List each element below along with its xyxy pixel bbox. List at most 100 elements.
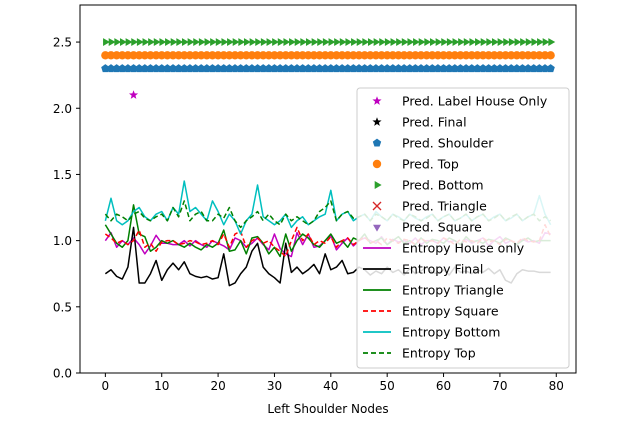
data-point bbox=[159, 38, 167, 47]
data-point bbox=[450, 64, 459, 73]
legend-label: Pred. Bottom bbox=[402, 178, 484, 193]
data-point bbox=[247, 64, 257, 73]
data-point bbox=[399, 64, 409, 73]
legend-item-pred-square: Pred. Square bbox=[373, 220, 482, 235]
data-point bbox=[501, 64, 510, 73]
legend-label: Pred. Triangle bbox=[402, 199, 487, 214]
data-point bbox=[266, 38, 274, 47]
data-point bbox=[180, 64, 189, 73]
data-point bbox=[456, 64, 465, 73]
x-tick-label: 10 bbox=[154, 379, 169, 393]
data-point bbox=[435, 38, 443, 47]
data-point bbox=[503, 38, 511, 47]
data-point bbox=[461, 64, 471, 73]
data-point bbox=[123, 64, 133, 73]
legend-item-pred-triangle: Pred. Triangle bbox=[372, 199, 487, 214]
data-point bbox=[473, 64, 482, 73]
data-point bbox=[445, 64, 454, 73]
data-point bbox=[332, 64, 341, 73]
data-point bbox=[264, 64, 273, 73]
legend: Pred. Label House Only Pred. Final Pred. S… bbox=[356, 87, 570, 369]
legend-label: Pred. Label House Only bbox=[402, 94, 548, 109]
data-point bbox=[236, 64, 245, 73]
data-point bbox=[112, 64, 121, 73]
data-point bbox=[396, 38, 404, 47]
data-point bbox=[136, 38, 144, 47]
legend-item-pred-label-house-only: Pred. Label House Only bbox=[372, 94, 548, 109]
data-point bbox=[535, 64, 544, 73]
data-point bbox=[337, 64, 347, 73]
data-point bbox=[148, 38, 156, 47]
data-point bbox=[125, 38, 133, 47]
data-point bbox=[275, 64, 285, 73]
y-tick-label: 0.0 bbox=[53, 367, 72, 381]
data-point bbox=[345, 38, 353, 47]
data-point bbox=[546, 51, 555, 60]
legend-swatch bbox=[372, 117, 382, 126]
x-axis: 0 10 20 30 40 50 60 70 80 bbox=[102, 373, 564, 393]
data-point bbox=[187, 38, 195, 47]
data-point bbox=[507, 64, 516, 73]
legend-swatch bbox=[372, 201, 382, 211]
data-point bbox=[242, 64, 251, 73]
legend-label: Pred. Top bbox=[402, 157, 459, 172]
y-tick-label: 2.5 bbox=[53, 36, 72, 50]
data-point bbox=[508, 38, 516, 47]
data-point bbox=[128, 90, 139, 99]
legend-label: Entropy Triangle bbox=[402, 283, 504, 298]
data-point bbox=[219, 64, 228, 73]
data-point bbox=[428, 64, 437, 73]
data-point bbox=[525, 38, 533, 47]
data-point bbox=[326, 64, 335, 73]
data-point bbox=[520, 38, 528, 47]
data-point bbox=[103, 38, 110, 47]
data-point bbox=[281, 64, 290, 73]
y-tick-label: 1.5 bbox=[53, 168, 72, 182]
data-point bbox=[253, 64, 262, 73]
legend-item-pred-final: Pred. Final bbox=[372, 115, 467, 130]
y-tick-label: 0.5 bbox=[53, 300, 72, 314]
data-point bbox=[416, 64, 426, 73]
legend-label: Entropy Bottom bbox=[402, 325, 500, 340]
data-point bbox=[463, 38, 471, 47]
data-point bbox=[255, 38, 263, 47]
plot-frame bbox=[79, 4, 577, 374]
data-point bbox=[210, 38, 218, 47]
data-point bbox=[540, 64, 550, 73]
data-point bbox=[108, 38, 116, 47]
data-point bbox=[388, 64, 397, 73]
data-point bbox=[311, 38, 319, 47]
data-point bbox=[491, 38, 499, 47]
data-point bbox=[317, 38, 325, 47]
data-point bbox=[475, 38, 482, 47]
data-point bbox=[371, 64, 381, 73]
legend-item-entropy-triangle: Entropy Triangle bbox=[363, 283, 504, 298]
data-point bbox=[495, 64, 505, 73]
data-point bbox=[377, 64, 386, 73]
data-point bbox=[185, 64, 195, 73]
legend-item-entropy-final: Entropy Final bbox=[363, 262, 483, 277]
legend-swatch bbox=[373, 224, 381, 232]
plot-markers bbox=[101, 38, 556, 99]
legend-swatch bbox=[372, 159, 382, 169]
legend-item-pred-shoulder: Pred. Shoulder bbox=[372, 136, 494, 151]
legend-item-entropy-top: Entropy Top bbox=[363, 346, 476, 361]
data-point bbox=[537, 38, 544, 47]
x-tick-label: 20 bbox=[210, 379, 225, 393]
data-point bbox=[321, 64, 330, 73]
legend-box bbox=[356, 87, 570, 369]
data-point bbox=[343, 64, 352, 73]
data-point bbox=[322, 38, 330, 47]
data-point bbox=[356, 38, 364, 47]
data-point bbox=[379, 38, 387, 47]
data-point bbox=[287, 64, 296, 73]
data-point bbox=[174, 64, 183, 73]
data-point bbox=[367, 38, 375, 47]
data-point bbox=[260, 38, 268, 47]
data-point bbox=[140, 64, 149, 73]
data-point bbox=[405, 64, 414, 73]
data-point bbox=[490, 64, 499, 73]
data-point bbox=[270, 64, 279, 73]
data-point bbox=[309, 64, 319, 73]
